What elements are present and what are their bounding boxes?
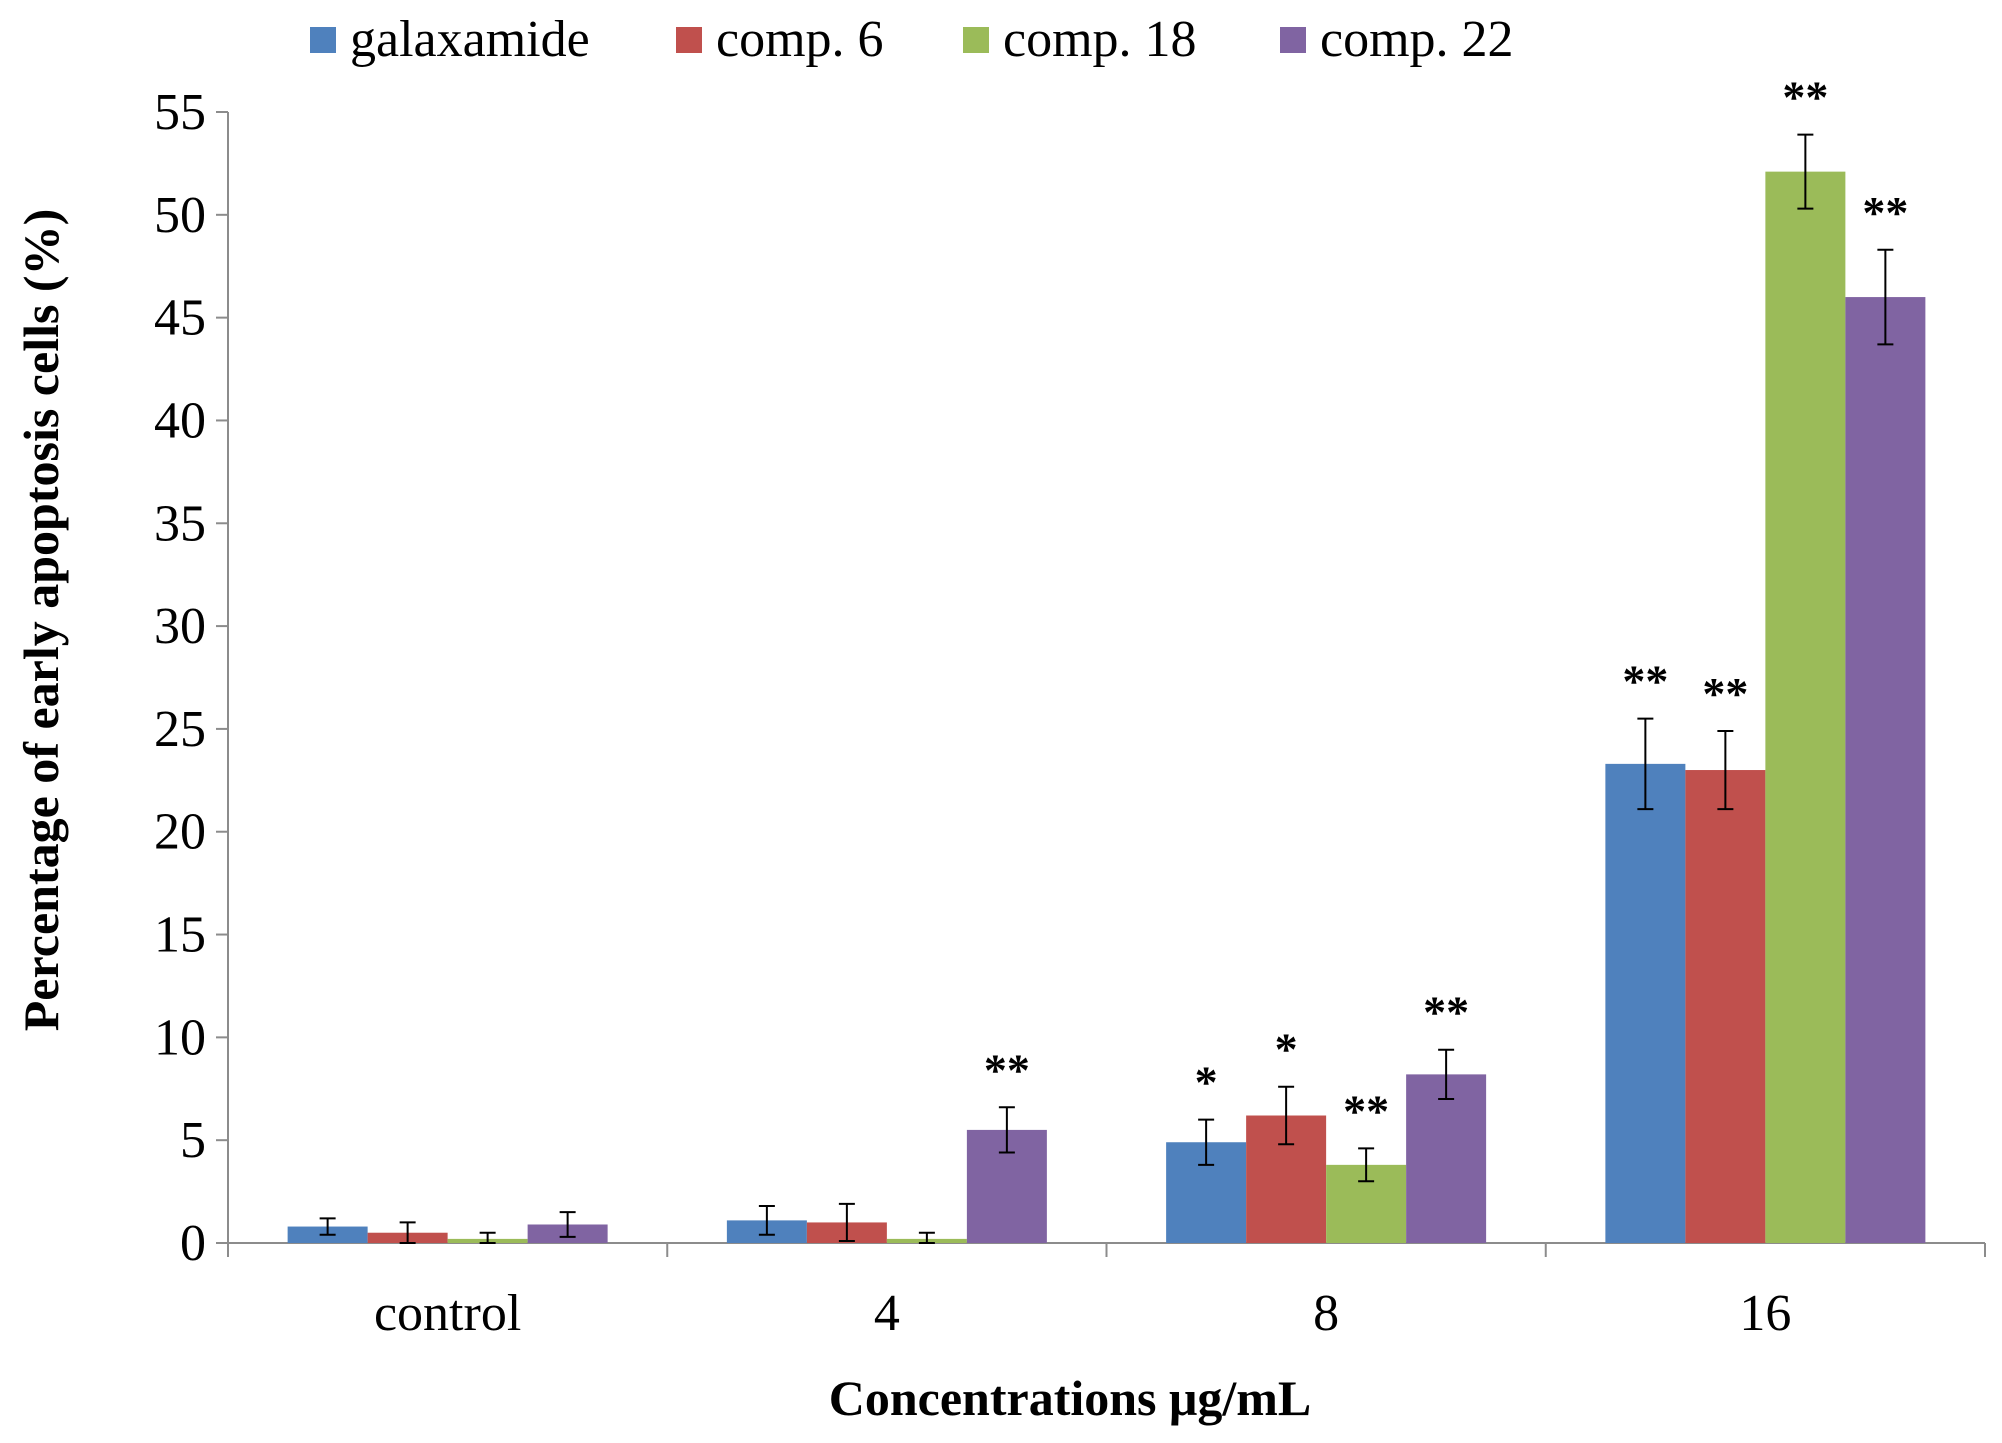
significance-marker: ** [1702, 668, 1748, 719]
significance-marker: * [1195, 1057, 1218, 1108]
legend-label: comp. 22 [1320, 11, 1514, 68]
y-tick-label: 15 [154, 907, 206, 964]
y-tick-label: 45 [154, 290, 206, 347]
y-tick-label: 35 [154, 495, 206, 552]
y-tick-label: 25 [154, 701, 206, 758]
significance-marker: * [1275, 1024, 1298, 1075]
bar [1685, 770, 1766, 1243]
bar-group-4: ** [726, 1044, 1047, 1244]
legend-swatch [676, 27, 702, 53]
legend-item: comp. 18 [963, 11, 1197, 68]
bar-groups: ** ******** ****** [287, 72, 1926, 1244]
legend-label: comp. 18 [1003, 11, 1197, 68]
legend-swatch [1280, 27, 1306, 53]
x-category-label: 8 [1313, 1285, 1339, 1342]
legend-item: galaxamide [310, 11, 590, 68]
y-tick-label: 20 [154, 804, 206, 861]
bar [1605, 763, 1686, 1243]
x-category-label: 16 [1739, 1285, 1791, 1342]
y-axis-title: Percentage of early apoptosis cells (%) [13, 209, 69, 1032]
legend-item: comp. 6 [676, 11, 884, 68]
y-tick-label: 10 [154, 1009, 206, 1066]
legend-item: comp. 22 [1280, 11, 1514, 68]
significance-marker: ** [1423, 987, 1469, 1038]
legend-swatch [310, 27, 336, 53]
significance-marker: ** [984, 1044, 1030, 1095]
y-tick-label: 0 [180, 1215, 206, 1272]
legend-swatch [963, 27, 989, 53]
bar-group-8: ****** [1166, 987, 1487, 1243]
bar-group-control [287, 1211, 608, 1244]
x-axis-title: Concentrations μg/mL [829, 1370, 1312, 1426]
bar [1765, 171, 1846, 1244]
significance-marker: ** [1862, 187, 1908, 238]
legend-label: comp. 6 [716, 11, 884, 68]
significance-marker: ** [1343, 1085, 1389, 1136]
y-tick-label: 30 [154, 598, 206, 655]
significance-marker: ** [1622, 656, 1668, 707]
y-tick-label: 5 [180, 1112, 206, 1169]
y-tick-label: 40 [154, 392, 206, 449]
legend: galaxamide comp. 6 comp. 18 comp. 22 [310, 11, 1514, 68]
bar [1845, 297, 1926, 1243]
significance-marker: ** [1782, 72, 1828, 123]
x-category-label: control [374, 1285, 521, 1342]
y-axis: 0 5 10 15 20 25 30 35 40 45 50 55 [154, 84, 229, 1272]
x-category-label: 4 [874, 1285, 900, 1342]
x-axis: control 4 8 16 [227, 1242, 1986, 1342]
bar [1406, 1074, 1487, 1243]
y-tick-label: 55 [154, 84, 206, 141]
legend-label: galaxamide [350, 11, 590, 68]
bar-group-16: ** ** ** ** [1605, 72, 1926, 1244]
y-tick-label: 50 [154, 187, 206, 244]
